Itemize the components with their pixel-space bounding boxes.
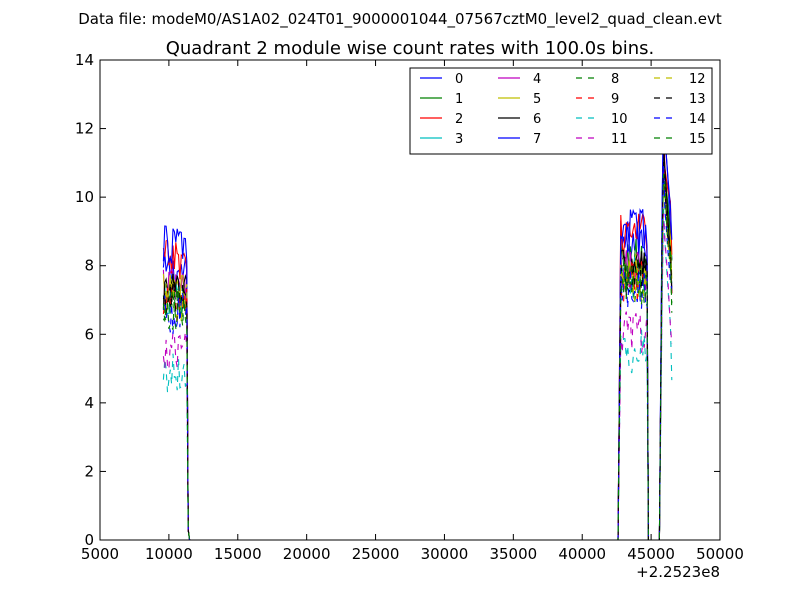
legend-label-7: 7 — [533, 132, 541, 147]
legend-label-9: 9 — [611, 92, 619, 107]
x-offset-label: +2.2523e8 — [636, 563, 720, 581]
chart-title: Quadrant 2 module wise count rates with … — [166, 38, 655, 59]
series-line-10 — [162, 208, 673, 541]
x-tick-label: 40000 — [558, 545, 606, 563]
legend-label-2: 2 — [455, 112, 463, 127]
legend-label-11: 11 — [611, 132, 628, 147]
y-tick-label: 0 — [84, 531, 94, 549]
x-tick-label: 25000 — [352, 545, 400, 563]
plot-lines — [162, 98, 673, 541]
series-line-0 — [162, 123, 673, 541]
legend-label-14: 14 — [689, 112, 706, 127]
y-tick-label: 14 — [75, 51, 94, 69]
series-line-9 — [162, 165, 673, 541]
series-line-11 — [162, 213, 673, 541]
y-tick-label: 10 — [75, 188, 94, 206]
x-tick-label: 30000 — [421, 545, 469, 563]
legend-frame — [409, 67, 713, 155]
x-tick-label: 45000 — [627, 545, 675, 563]
series-line-7 — [162, 98, 673, 541]
x-tick-label: 20000 — [283, 545, 331, 563]
legend-label-13: 13 — [689, 92, 706, 107]
x-tick-label: 15000 — [214, 545, 262, 563]
legend-label-8: 8 — [611, 72, 619, 87]
legend-label-0: 0 — [455, 72, 463, 87]
x-tick-label: 50000 — [696, 545, 744, 563]
series-line-6 — [162, 144, 673, 541]
y-tick-label: 12 — [75, 120, 94, 138]
legend-label-5: 5 — [533, 92, 541, 107]
legend-label-1: 1 — [455, 92, 463, 107]
series-line-13 — [162, 160, 673, 541]
y-tick-label: 4 — [84, 394, 94, 412]
series-line-14 — [162, 165, 673, 541]
series-line-8 — [162, 174, 673, 541]
x-axis: 5000 10000 15000 20000 25000 30000 35000 40000 4… — [81, 60, 744, 563]
legend-label-6: 6 — [533, 112, 541, 127]
figure-suptitle: Data file: modeM0/AS1A02_024T01_90000010… — [78, 10, 722, 29]
legend-label-15: 15 — [689, 132, 706, 147]
y-tick-label: 6 — [84, 325, 94, 343]
series-line-4 — [162, 162, 673, 541]
legend-label-10: 10 — [611, 112, 628, 127]
y-tick-label: 2 — [84, 462, 94, 480]
series-line-15 — [162, 173, 673, 541]
x-tick-label: 5000 — [81, 545, 119, 563]
legend-label-3: 3 — [455, 132, 463, 147]
x-tick-label: 35000 — [489, 545, 537, 563]
series-line-12 — [162, 173, 673, 541]
x-tick-label: 10000 — [145, 545, 193, 563]
series-line-2 — [162, 125, 673, 541]
series-line-1 — [162, 145, 673, 541]
y-tick-label: 8 — [84, 257, 94, 275]
series-line-3 — [163, 154, 673, 541]
series-line-5 — [162, 160, 673, 541]
legend-label-12: 12 — [689, 72, 706, 87]
legend-label-4: 4 — [533, 72, 541, 87]
plot-area-frame — [99, 59, 721, 541]
